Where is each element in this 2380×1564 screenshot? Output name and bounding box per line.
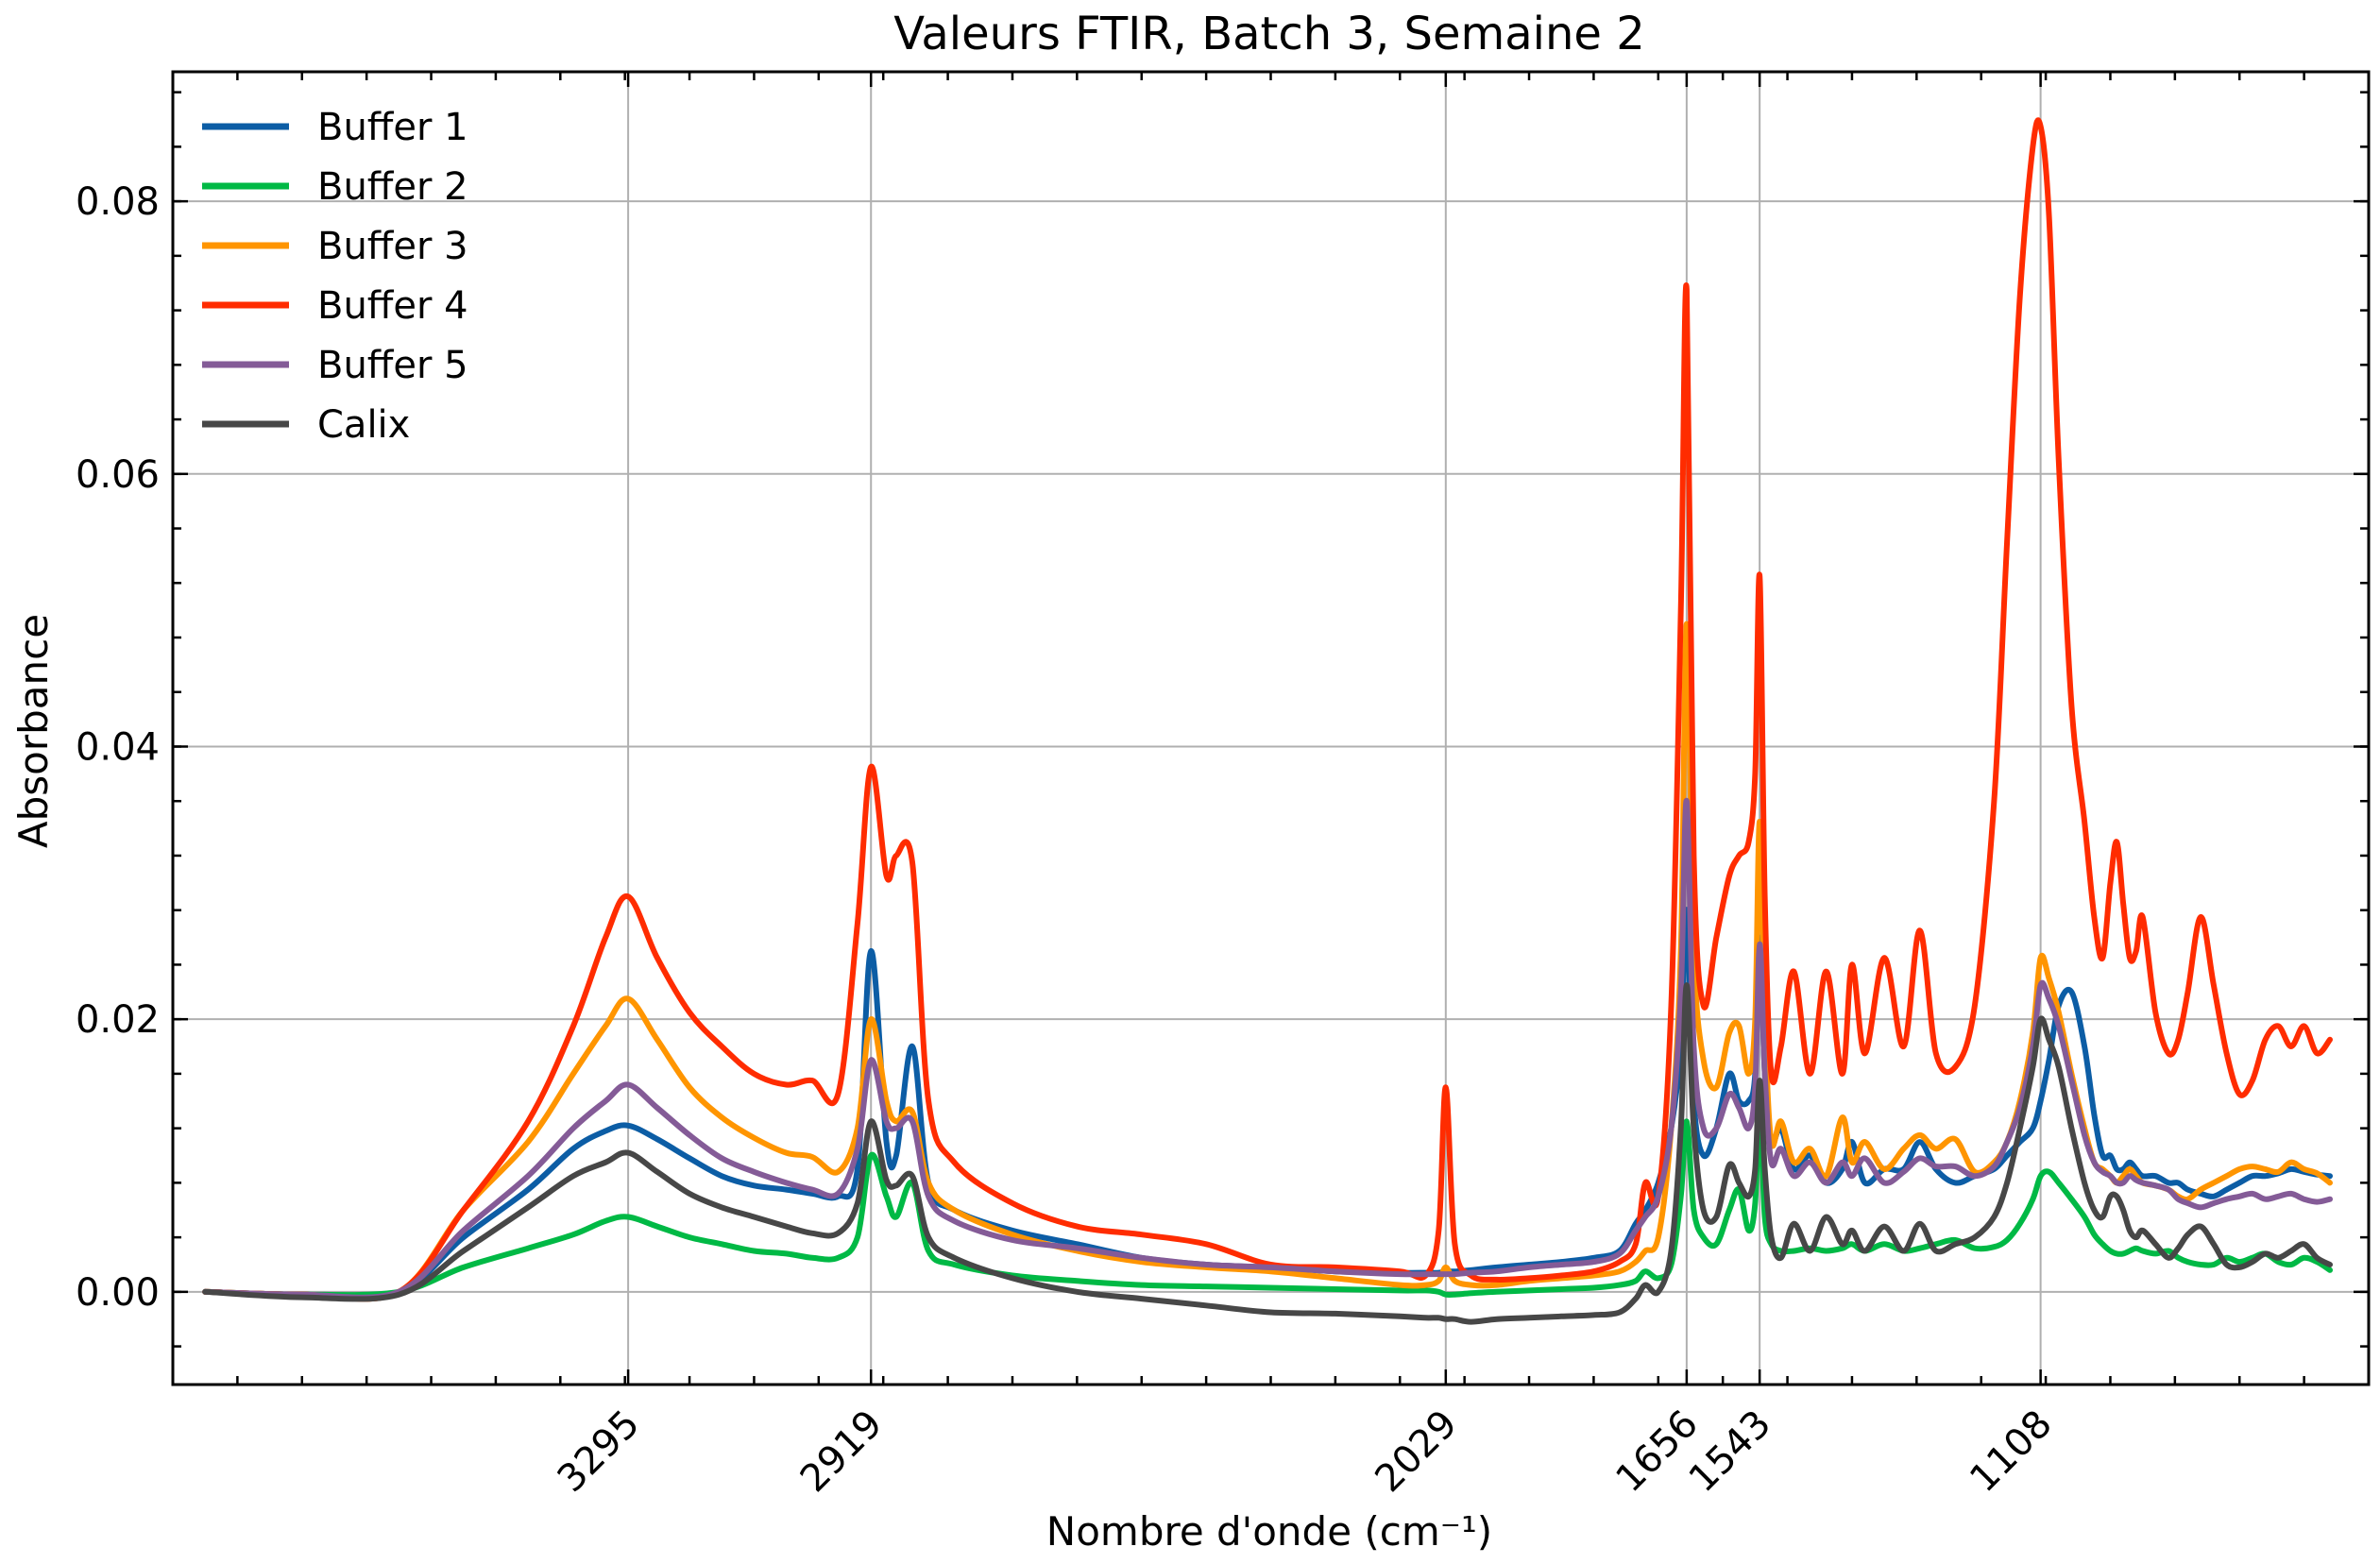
legend-label-buffer-2: Buffer 2 [317, 165, 468, 209]
series-line-buffer-3 [202, 620, 2333, 1302]
y-axis-label: Absorbance [10, 614, 57, 848]
series-line-calix [202, 982, 2333, 1325]
series-layer [202, 117, 2333, 1325]
y-tick-label: 0.08 [76, 180, 160, 224]
y-tick-label: 0.00 [76, 1271, 160, 1315]
legend-label-buffer-4: Buffer 4 [317, 284, 468, 328]
legend-label-calix: Calix [317, 403, 410, 447]
series-line-buffer-2 [202, 1104, 2333, 1299]
x-axis-label: Nombre d'onde (cm⁻¹) [1046, 1508, 1492, 1555]
chart-title: Valeurs FTIR, Batch 3, Semaine 2 [893, 8, 1644, 60]
y-tick-labels: 0.00 0.02 0.04 0.06 0.08 [76, 180, 160, 1315]
legend-label-buffer-1: Buffer 1 [317, 106, 468, 149]
y-tick-label: 0.02 [76, 998, 160, 1042]
plot-frame [171, 70, 2371, 1386]
y-tick-label: 0.04 [76, 725, 160, 769]
y-tick-label: 0.06 [76, 453, 160, 497]
series-line-buffer-5 [202, 798, 2333, 1300]
legend: Buffer 1 Buffer 2 Buffer 3 Buffer 4 Buffer 5… [202, 106, 468, 447]
legend-label-buffer-3: Buffer 3 [317, 225, 468, 268]
series-line-buffer-4 [202, 117, 2333, 1302]
legend-label-buffer-5: Buffer 5 [317, 344, 468, 387]
